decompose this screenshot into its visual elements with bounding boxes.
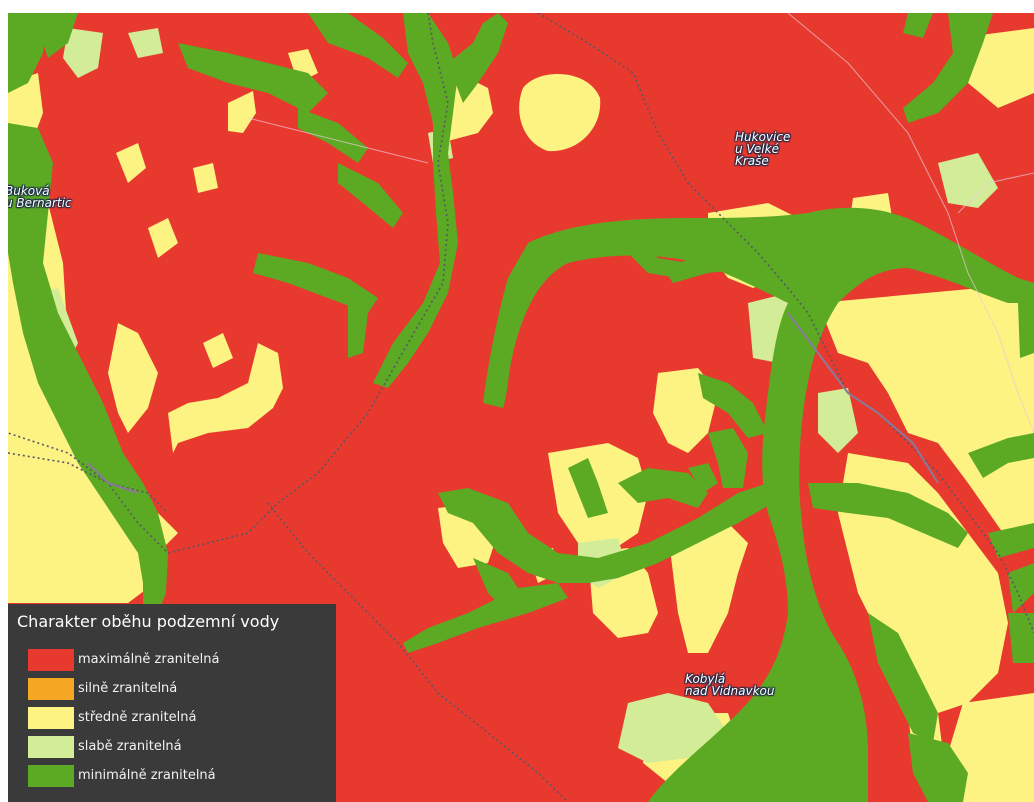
legend-label: minimálně zranitelná bbox=[78, 768, 216, 783]
place-label-hukovice: Hukovice u Velké Kraše bbox=[735, 130, 791, 168]
legend-label: slabě zranitelná bbox=[78, 739, 182, 754]
legend-swatch bbox=[28, 707, 74, 729]
road bbox=[87, 312, 939, 494]
legend-item-maximalne: maximálně zranitelná bbox=[28, 649, 328, 675]
legend-swatch bbox=[28, 678, 74, 700]
legend-label: maximálně zranitelná bbox=[78, 652, 220, 667]
legend-swatch bbox=[28, 649, 74, 671]
legend-label: středně zranitelná bbox=[78, 710, 197, 725]
place-label-kobyla: Kobylá nad Vidnavkou bbox=[685, 672, 775, 698]
legend-item-slabe: slabě zranitelná bbox=[28, 736, 328, 762]
legend-label: silně zranitelná bbox=[78, 681, 178, 696]
legend-swatch bbox=[28, 765, 74, 787]
minor-lines bbox=[247, 13, 1034, 434]
legend-item-stredne: středně zranitelná bbox=[28, 707, 328, 733]
zone-slabe bbox=[38, 28, 998, 763]
vulnerability-map[interactable]: Buková u Bernartic Hukovice u Velké Kraš… bbox=[8, 13, 1034, 802]
legend-swatch bbox=[28, 736, 74, 758]
legend-item-silne: silně zranitelná bbox=[28, 678, 328, 704]
legend-title: Charakter oběhu podzemní vody bbox=[17, 612, 280, 631]
place-label-bukova: Buková u Bernartic bbox=[8, 184, 72, 210]
map-legend: Charakter oběhu podzemní vody maximálně … bbox=[8, 604, 336, 802]
legend-item-minimalne: minimálně zranitelná bbox=[28, 765, 328, 791]
